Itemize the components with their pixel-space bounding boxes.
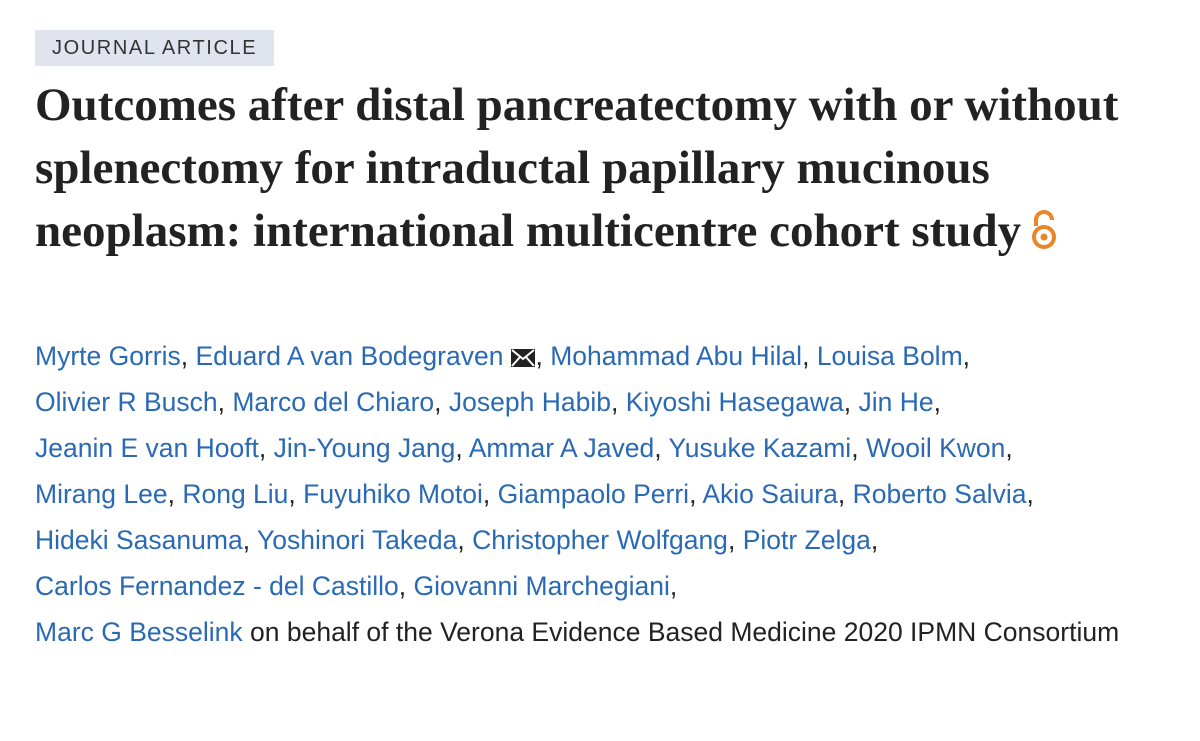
- author-link[interactable]: Mohammad Abu Hilal: [550, 341, 803, 371]
- author-link[interactable]: Piotr Zelga: [742, 525, 871, 555]
- author-link[interactable]: Roberto Salvia: [852, 479, 1027, 509]
- author-link[interactable]: Myrte Gorris: [35, 341, 181, 371]
- separator: ,: [669, 571, 678, 601]
- separator: ,: [482, 479, 491, 509]
- separator: ,: [167, 479, 175, 509]
- author-link[interactable]: Marco del Chiaro: [232, 387, 435, 417]
- open-access-icon: [1032, 210, 1057, 249]
- author-link[interactable]: Ammar A Javed: [468, 433, 655, 463]
- email-icon[interactable]: [511, 349, 536, 367]
- author-link[interactable]: Rong Liu: [182, 479, 289, 509]
- separator: ,: [689, 479, 697, 509]
- author-line: Hideki Sasanuma, Yoshinori Takeda, Chris…: [35, 517, 1165, 563]
- separator: ,: [242, 525, 251, 555]
- article-type-label: JOURNAL ARTICLE: [35, 30, 275, 66]
- separator: ,: [434, 387, 442, 417]
- author-line: Olivier R Busch, Marco del Chiaro, Josep…: [35, 379, 1165, 425]
- separator: ,: [217, 387, 225, 417]
- author-link[interactable]: Olivier R Busch: [35, 387, 218, 417]
- author-link[interactable]: Kiyoshi Hasegawa: [625, 387, 844, 417]
- separator: ,: [933, 387, 941, 417]
- author-list: Myrte Gorris, Eduard A van Bodegraven, M…: [35, 333, 1165, 655]
- author-link[interactable]: Joseph Habib: [448, 387, 611, 417]
- separator: ,: [258, 433, 267, 463]
- author-link[interactable]: Akio Saiura: [702, 479, 838, 509]
- author-link[interactable]: Fuyuhiko Motoi: [303, 479, 483, 509]
- separator: ,: [535, 341, 543, 371]
- separator: ,: [288, 479, 296, 509]
- separator: ,: [398, 571, 407, 601]
- separator: ,: [843, 387, 852, 417]
- group-text: on behalf of the Verona Evidence Based M…: [250, 617, 1120, 647]
- article-title: Outcomes after distal pancreatectomy wit…: [35, 74, 1145, 263]
- author-link[interactable]: Mirang Lee: [35, 479, 168, 509]
- author-link[interactable]: Marc G Besselink: [35, 617, 243, 647]
- author-link[interactable]: Eduard A van Bodegraven: [195, 341, 504, 371]
- author-link[interactable]: Yusuke Kazami: [668, 433, 852, 463]
- author-link[interactable]: Wooil Kwon: [865, 433, 1006, 463]
- author-link[interactable]: Carlos Fernandez - del Castillo: [35, 571, 399, 601]
- author-line: Mirang Lee, Rong Liu, Fuyuhiko Motoi, Gi…: [35, 471, 1165, 517]
- separator: ,: [1026, 479, 1034, 509]
- separator: ,: [837, 479, 846, 509]
- author-link[interactable]: Jin He: [858, 387, 934, 417]
- author-line: Jeanin E van Hooft, Jin-Young Jang, Amma…: [35, 425, 1165, 471]
- title-text: Outcomes after distal pancreatectomy wit…: [35, 79, 1119, 257]
- author-link[interactable]: Giovanni Marchegiani: [413, 571, 670, 601]
- separator: ,: [457, 525, 465, 555]
- author-link[interactable]: Louisa Bolm: [816, 341, 963, 371]
- separator: ,: [851, 433, 859, 463]
- author-line: Marc G Besselink on behalf of the Verona…: [35, 609, 1165, 655]
- separator: ,: [455, 433, 463, 463]
- separator: ,: [962, 341, 971, 371]
- separator: ,: [180, 341, 189, 371]
- separator: ,: [870, 525, 879, 555]
- separator: ,: [802, 341, 810, 371]
- separator: ,: [1005, 433, 1013, 463]
- author-link[interactable]: Jeanin E van Hooft: [35, 433, 259, 463]
- author-line: Carlos Fernandez - del Castillo, Giovann…: [35, 563, 1165, 609]
- author-link[interactable]: Giampaolo Perri: [497, 479, 690, 509]
- author-line: Myrte Gorris, Eduard A van Bodegraven, M…: [35, 333, 1165, 379]
- separator: ,: [610, 387, 619, 417]
- author-link[interactable]: Hideki Sasanuma: [35, 525, 243, 555]
- author-link[interactable]: Jin-Young Jang: [273, 433, 456, 463]
- separator: ,: [727, 525, 736, 555]
- author-link[interactable]: Yoshinori Takeda: [256, 525, 458, 555]
- separator: ,: [654, 433, 662, 463]
- author-link[interactable]: Christopher Wolfgang: [472, 525, 728, 555]
